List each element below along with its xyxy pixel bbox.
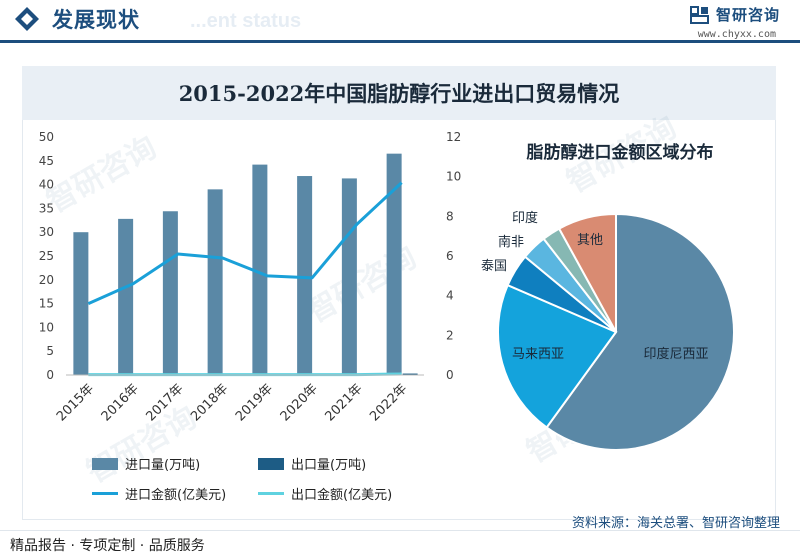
footer-slogan: 精品报告 · 专项定制 · 品质服务 (10, 538, 205, 554)
legend-swatch (258, 457, 284, 470)
main-title: 2015-2022年中国脂肪醇行业进出口贸易情况 (178, 81, 620, 106)
y-left-tick-label: 10 (39, 320, 54, 334)
legend-item-import-volume: 进口量(万吨) (92, 454, 200, 473)
y-right-tick-label: 0 (446, 368, 454, 382)
pie-slice-label: 印度 (512, 210, 538, 226)
y-right-tick-label: 8 (446, 209, 454, 223)
pie-slice-label: 马来西亚 (512, 347, 564, 362)
y-right-tick-label: 6 (446, 249, 454, 263)
y-left-tick-label: 25 (39, 249, 54, 263)
y-left-tick-label: 35 (39, 201, 54, 215)
legend-swatch (92, 492, 118, 495)
diamond-icon (15, 7, 39, 31)
logo-text: 智研咨询 (715, 6, 780, 24)
y-left-tick-label: 20 (39, 273, 54, 287)
y-left-tick-label: 30 (39, 225, 54, 239)
bar (162, 211, 178, 375)
legend-label: 出口量(万吨) (291, 458, 367, 473)
source-note: 资料来源：海关总署、智研咨询整理 (571, 516, 780, 531)
y-right-tick-label: 12 (446, 130, 461, 144)
legend-item-import-amount: 进口金额(亿美元) (92, 484, 226, 503)
pie-slice (497, 283, 618, 429)
y-left-tick-label: 50 (39, 130, 54, 144)
y-right-tick-label: 4 (446, 289, 454, 303)
pie-title: 脂肪醇进口金额区域分布 (527, 142, 714, 163)
title-band (22, 66, 776, 120)
bar (386, 153, 402, 375)
pie-slice (545, 212, 735, 451)
pie-slice-label: 泰国 (481, 259, 507, 274)
series-line (87, 181, 403, 305)
pie-slice-label: 南非 (498, 234, 524, 250)
legend-swatch (258, 492, 284, 495)
y-left-tick-label: 45 (39, 154, 54, 168)
legend-swatch (92, 457, 118, 470)
y-left-tick-label: 40 (39, 178, 54, 192)
y-left-tick-label: 5 (46, 344, 54, 358)
y-right-tick-label: 10 (446, 170, 461, 184)
header: 发展现状 ...ent status 智研咨询 www.chyxx.com (0, 0, 800, 44)
y-left-tick-label: 15 (39, 297, 54, 311)
legend-label: 出口金额(亿美元) (291, 488, 393, 503)
y-right-tick-label: 2 (446, 328, 454, 342)
bar (297, 176, 313, 375)
section-title: 发展现状 (52, 8, 140, 32)
y-left-tick-label: 0 (46, 368, 54, 382)
section-subtitle-ghost: ...ent status (190, 10, 302, 32)
bar (402, 373, 418, 375)
legend-label: 进口金额(亿美元) (125, 488, 227, 503)
logo-url: www.chyxx.com (697, 29, 776, 40)
legend-item-export-amount: 出口金额(亿美元) (258, 484, 392, 503)
pie-slice (557, 212, 617, 333)
header-divider (0, 40, 800, 43)
legend-item-export-volume: 出口量(万吨) (258, 454, 366, 473)
pie-slice-label: 印度尼西亚 (643, 346, 708, 362)
bar (207, 189, 223, 375)
bar (73, 232, 89, 375)
brand-logo: 智研咨询 (689, 4, 780, 25)
logo-icon (689, 5, 709, 24)
pie-slice-label: 其他 (577, 233, 603, 248)
legend-label: 进口量(万吨) (125, 458, 201, 473)
bar (252, 164, 268, 375)
bar (118, 218, 134, 375)
footer: 精品报告 · 专项定制 · 品质服务 (0, 530, 800, 555)
